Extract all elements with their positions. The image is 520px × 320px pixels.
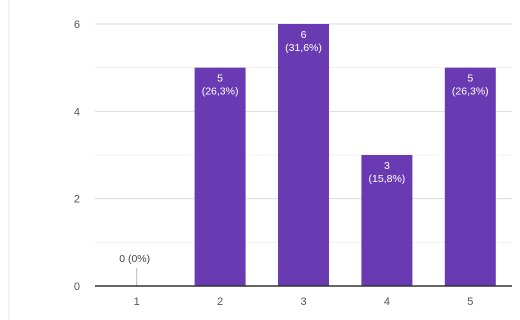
bar[interactable] xyxy=(278,24,329,286)
x-tick-label: 5 xyxy=(467,296,473,308)
data-label: (31,6%) xyxy=(285,42,322,54)
y-tick-label: 2 xyxy=(74,194,80,206)
data-label: (26,3%) xyxy=(452,86,489,98)
x-tick-label: 4 xyxy=(384,296,390,308)
x-tick-label: 2 xyxy=(217,296,223,308)
data-label: (15,8%) xyxy=(369,173,406,185)
data-label: 3 xyxy=(384,160,390,172)
y-tick-label: 4 xyxy=(74,106,80,118)
data-label: 5 xyxy=(467,73,473,85)
bar[interactable] xyxy=(444,67,496,287)
data-label: 0 (0%) xyxy=(119,253,150,265)
bar[interactable] xyxy=(361,155,413,286)
data-label: 6 xyxy=(301,29,307,41)
data-label: (26,3%) xyxy=(202,86,239,98)
y-tick-label: 6 xyxy=(74,19,80,31)
bars xyxy=(194,24,496,287)
axes: 0 2 4 6 1 2 3 4 5 xyxy=(74,19,512,308)
y-tick-label: 0 xyxy=(74,281,80,293)
data-labels: 0 (0%)5(26,3%)6(31,6%)3(15,8%)5(26,3%) xyxy=(119,29,489,286)
x-tick-label: 1 xyxy=(134,296,140,308)
x-tick-label: 3 xyxy=(300,296,306,308)
data-label: 5 xyxy=(217,73,223,85)
bar[interactable] xyxy=(194,67,246,287)
